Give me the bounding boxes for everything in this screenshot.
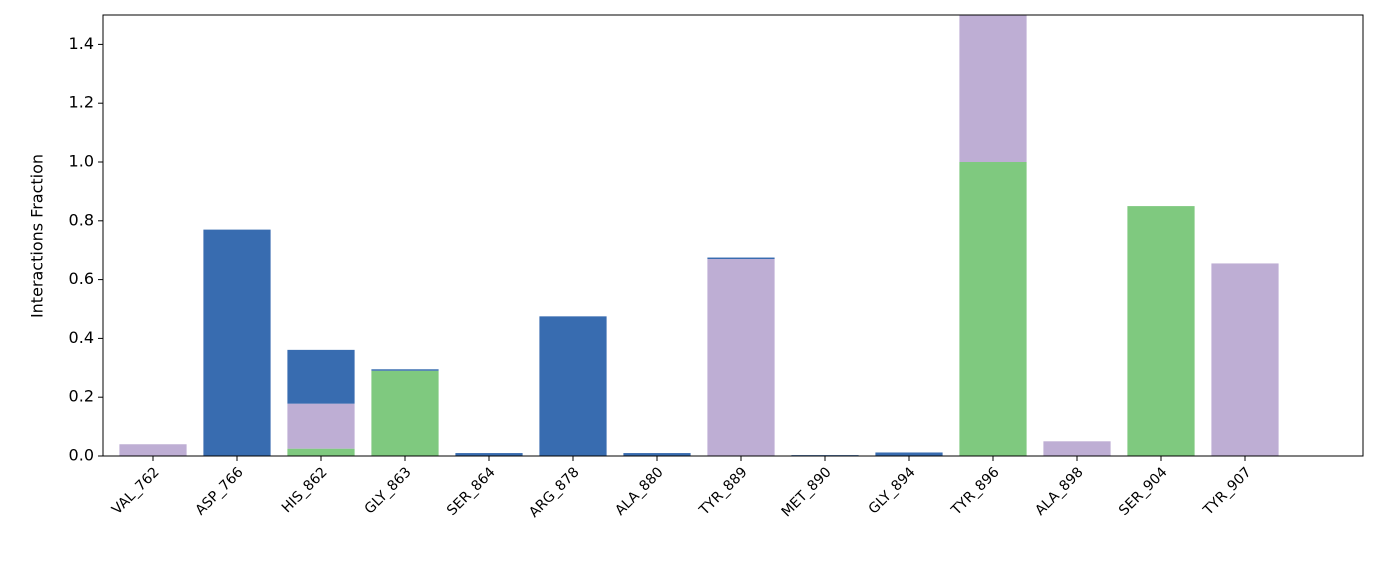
bar-segment [287,403,355,449]
bar-segment [539,316,607,456]
bar-segment [959,15,1027,162]
bar-segment [287,349,355,404]
bar-segment [707,259,775,456]
x-tick-label: ARG_878 [526,464,582,520]
bar-segment [875,452,943,456]
x-tick-label: GLY_894 [866,464,919,517]
x-tick-label: VAL_762 [109,464,163,518]
y-tick-label: 0.8 [69,210,94,229]
bar-segment [455,453,523,456]
plot-frame [102,14,1364,457]
bar-segment [371,369,439,371]
bar-segment [119,444,187,456]
bar-segment [203,229,271,456]
y-tick-label: 0.6 [69,269,94,288]
y-tick-label: 0.2 [69,387,94,406]
x-tick-label: ASP_766 [192,464,246,518]
y-tick-label: 0.0 [69,446,94,465]
y-tick-label: 1.4 [69,34,94,53]
bar-segment [1127,206,1195,456]
x-tick-label: TYR_907 [1200,464,1255,519]
bar-segment [371,370,439,456]
bar-segment [287,448,355,456]
x-tick-label: SER_864 [444,464,499,519]
x-tick-label: GLY_863 [362,464,415,517]
x-tick-label: MET_890 [779,464,835,520]
bar-segment [623,453,691,456]
bar-segment [1211,263,1279,456]
x-tick-label: SER_904 [1116,464,1171,519]
x-tick-label: TYR_889 [696,464,751,519]
bar-segment [1043,441,1111,456]
y-tick-label: 1.2 [69,93,94,112]
bar-segment [707,257,775,260]
bars [119,15,1279,456]
y-tick-label: 1.0 [69,152,94,171]
x-tick-label: TYR_896 [948,464,1003,519]
bar-segment [959,162,1027,456]
x-tick-label: ALA_898 [1032,464,1086,518]
y-axis-label: Interactions Fraction [28,154,47,318]
x-tick-label: HIS_862 [279,464,331,516]
y-tick-label: 0.4 [69,328,94,347]
x-tick-label: ALA_880 [612,464,666,518]
